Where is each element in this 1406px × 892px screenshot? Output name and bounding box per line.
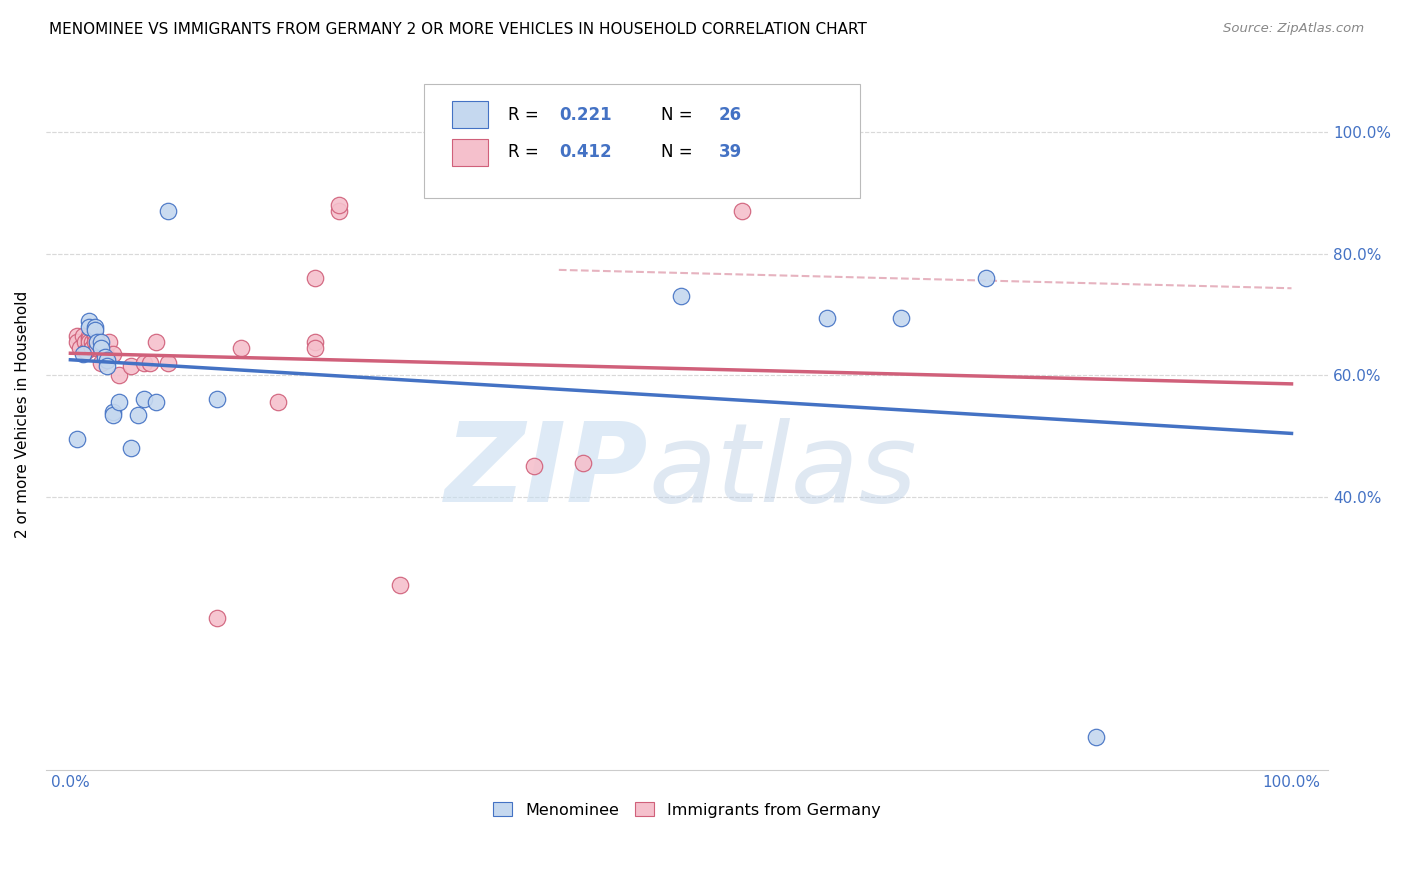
Text: MENOMINEE VS IMMIGRANTS FROM GERMANY 2 OR MORE VEHICLES IN HOUSEHOLD CORRELATION: MENOMINEE VS IMMIGRANTS FROM GERMANY 2 O… xyxy=(49,22,868,37)
Point xyxy=(72,347,94,361)
Bar xyxy=(453,139,488,166)
Point xyxy=(83,328,105,343)
Point xyxy=(86,334,108,349)
Text: R =: R = xyxy=(508,106,544,124)
Point xyxy=(108,368,131,383)
Point xyxy=(1085,731,1108,745)
Point xyxy=(817,310,839,325)
Point xyxy=(72,328,94,343)
Point xyxy=(731,204,754,219)
Point xyxy=(83,319,105,334)
Point xyxy=(304,341,326,355)
Point xyxy=(127,408,149,422)
Point xyxy=(205,611,228,625)
Point xyxy=(145,395,167,409)
Point xyxy=(572,456,595,470)
Point xyxy=(77,328,100,343)
Text: ZIP: ZIP xyxy=(446,418,648,524)
Point xyxy=(96,353,118,368)
Point xyxy=(90,334,112,349)
Point xyxy=(389,577,412,591)
Text: Source: ZipAtlas.com: Source: ZipAtlas.com xyxy=(1223,22,1364,36)
Text: 39: 39 xyxy=(718,143,742,161)
Point xyxy=(101,347,124,361)
Point xyxy=(304,271,326,285)
Point xyxy=(96,353,118,368)
Point xyxy=(132,392,155,407)
Point xyxy=(65,334,87,349)
Point xyxy=(65,328,87,343)
Point xyxy=(77,334,100,349)
Text: R =: R = xyxy=(508,143,544,161)
Point xyxy=(101,408,124,422)
Point xyxy=(77,319,100,334)
Point xyxy=(108,395,131,409)
Point xyxy=(90,341,112,355)
Point xyxy=(139,356,162,370)
Y-axis label: 2 or more Vehicles in Household: 2 or more Vehicles in Household xyxy=(15,291,30,538)
Point xyxy=(101,404,124,418)
Point xyxy=(890,310,912,325)
Point xyxy=(65,432,87,446)
Text: 26: 26 xyxy=(718,106,742,124)
Point xyxy=(120,359,142,373)
Bar xyxy=(453,102,488,128)
Point xyxy=(328,198,350,212)
Point xyxy=(205,392,228,407)
Point xyxy=(77,313,100,327)
Legend: Menominee, Immigrants from Germany: Menominee, Immigrants from Germany xyxy=(485,795,889,826)
Point xyxy=(669,289,692,303)
Text: 0.221: 0.221 xyxy=(558,106,612,124)
Point xyxy=(523,459,546,474)
Text: atlas: atlas xyxy=(648,418,917,524)
Point xyxy=(82,334,104,349)
Point xyxy=(86,341,108,355)
Text: N =: N = xyxy=(661,143,699,161)
FancyBboxPatch shape xyxy=(425,85,860,198)
Point xyxy=(120,441,142,455)
Point xyxy=(82,341,104,355)
Text: 0.412: 0.412 xyxy=(558,143,612,161)
Point xyxy=(157,204,180,219)
Point xyxy=(75,343,97,358)
Point xyxy=(69,341,91,355)
Point xyxy=(328,204,350,219)
Point xyxy=(96,359,118,373)
Point xyxy=(90,341,112,355)
Point xyxy=(83,323,105,337)
Point xyxy=(77,332,100,346)
Point xyxy=(157,356,180,370)
Point xyxy=(304,334,326,349)
Point xyxy=(93,350,115,364)
Point xyxy=(974,271,997,285)
Text: N =: N = xyxy=(661,106,699,124)
Point xyxy=(83,334,105,349)
Point xyxy=(98,334,121,349)
Point xyxy=(73,334,96,349)
Point xyxy=(267,395,290,409)
Point xyxy=(132,356,155,370)
Point xyxy=(145,334,167,349)
Point xyxy=(90,356,112,370)
Point xyxy=(231,341,253,355)
Point xyxy=(86,334,108,349)
Point xyxy=(93,343,115,358)
